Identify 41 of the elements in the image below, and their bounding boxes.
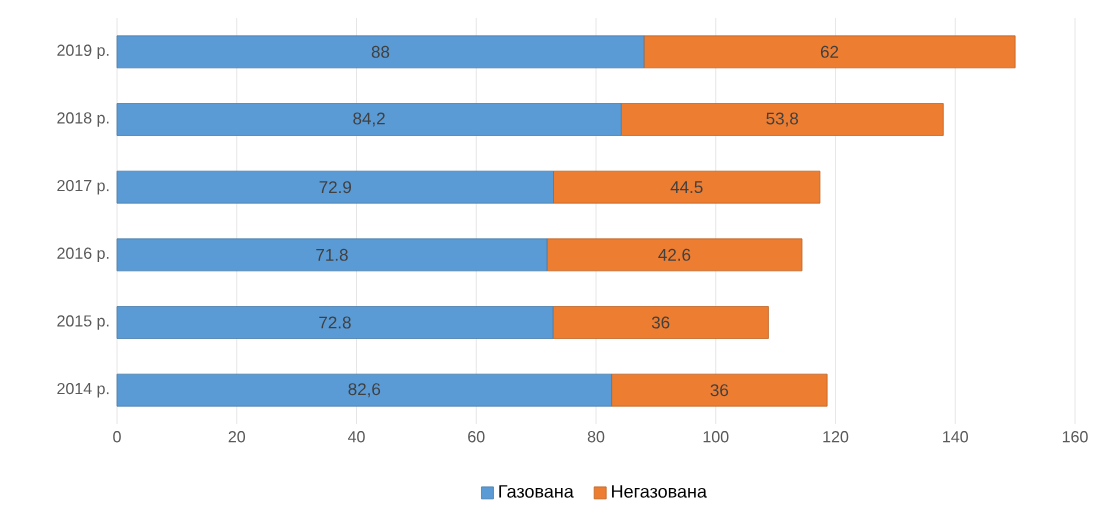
bar — [116, 35, 645, 69]
legend-label: Газована — [499, 485, 574, 498]
data-label: 36 — [710, 384, 729, 397]
x-tick-label: 20 — [228, 431, 246, 443]
y-tick-label: 2017 р. — [57, 179, 109, 195]
y-tick-label: 2019 р. — [57, 44, 109, 60]
bar — [611, 373, 828, 407]
bar — [116, 103, 622, 136]
bar — [116, 238, 548, 272]
data-label: 42.6 — [658, 248, 691, 261]
bar — [116, 306, 554, 339]
bar — [116, 170, 554, 204]
data-label: 84,2 — [353, 112, 385, 127]
data-label: 44.5 — [670, 181, 703, 194]
bar — [552, 306, 769, 339]
bar — [620, 103, 944, 136]
data-label: 72.9 — [319, 181, 351, 194]
bar — [546, 238, 803, 272]
data-label: 62 — [820, 45, 839, 58]
x-tick-label: 80 — [587, 431, 605, 443]
x-tick-label: 100 — [703, 431, 729, 443]
data-label: 36 — [651, 316, 670, 329]
y-tick-label: 2014 р. — [57, 382, 109, 398]
x-tick-label: 40 — [347, 431, 365, 443]
bar — [643, 35, 1016, 69]
x-tick-label: 140 — [943, 431, 968, 443]
bar — [116, 373, 612, 407]
bar — [553, 170, 821, 204]
data-label: 88 — [371, 45, 390, 58]
data-label: 82,6 — [348, 383, 381, 398]
x-tick-label: 60 — [468, 431, 485, 443]
data-label: 72.8 — [319, 316, 351, 329]
x-tick-label: 0 — [113, 431, 121, 443]
y-tick-label: 2018 р. — [57, 112, 109, 127]
x-tick-label: 120 — [823, 431, 849, 443]
data-label: 53,8 — [766, 112, 799, 127]
data-label: 71.8 — [316, 248, 348, 261]
y-tick-label: 2016 р. — [57, 247, 109, 263]
y-tick-label: 2015 р. — [57, 315, 109, 330]
x-tick-label: 160 — [1062, 431, 1088, 443]
legend-label: Негазована — [612, 485, 707, 498]
